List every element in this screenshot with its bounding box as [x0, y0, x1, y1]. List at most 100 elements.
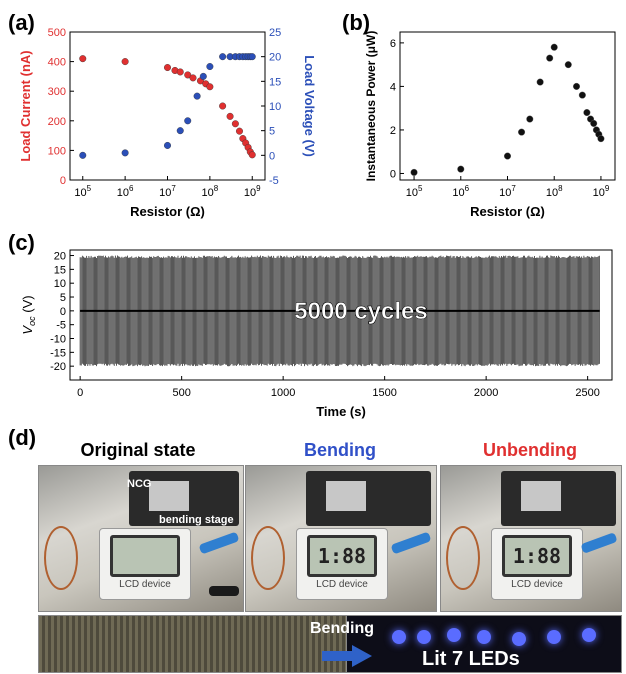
load-current-point — [189, 74, 197, 82]
y-tick-label: 0 — [390, 168, 396, 180]
load-voltage-point — [121, 149, 129, 157]
panel-label-c: (c) — [8, 230, 35, 255]
power-point — [590, 119, 598, 127]
y-axis-label: Voc (V) — [20, 295, 37, 334]
power-point — [573, 82, 581, 90]
load-current-point — [226, 112, 234, 120]
ncg-film-shape — [521, 481, 561, 511]
coil-shape — [446, 526, 480, 590]
y-right-tick-label: 20 — [269, 52, 281, 64]
load-voltage-point — [206, 63, 214, 71]
load-voltage-point — [163, 141, 171, 149]
x-tick-label: 2000 — [474, 387, 498, 399]
lcd-device-body: LCD device — [99, 528, 191, 600]
bending-arrow-label: Bending — [310, 620, 374, 637]
panel-label-b: (b) — [342, 10, 371, 35]
power-point — [597, 135, 605, 143]
panel-label-a: (a) — [8, 10, 35, 35]
x-tick-label: 0 — [77, 387, 83, 399]
load-voltage-point — [79, 151, 87, 159]
chart-b-instantaneous-power: 105 106 107 108 109 0 2 4 6 Resistor (Ω) Instantan… — [364, 31, 616, 219]
power-point — [546, 54, 554, 62]
x-tick-label: 108 — [202, 184, 219, 199]
load-current-point — [184, 71, 192, 79]
lit-leds-label: Lit 7 LEDs — [422, 648, 520, 670]
blue-tube-shape — [580, 532, 618, 554]
power-point — [564, 61, 572, 69]
caption-bending: Bending — [304, 440, 376, 460]
photo-bending: 1:88 LCD device — [245, 465, 437, 612]
y-tick-label: 15 — [54, 264, 66, 276]
lcd-screen — [110, 535, 180, 577]
x-tick-label: 109 — [593, 184, 610, 199]
led-glow-7 — [582, 628, 596, 642]
y-tick-label: 6 — [390, 38, 396, 50]
lcd-device-body: 1:88 LCD device — [491, 528, 583, 600]
lcd-device-label: LCD device — [511, 579, 563, 590]
y-tick-label: 10 — [54, 278, 66, 290]
y-right-tick-label: 15 — [269, 76, 281, 88]
x-tick-label: 1500 — [372, 387, 396, 399]
load-voltage-point — [193, 92, 201, 100]
power-point — [536, 78, 544, 86]
y-tick-label: 5 — [60, 292, 66, 304]
ncg-device-shape — [306, 471, 431, 526]
lcd-device-label: LCD device — [316, 579, 368, 590]
x-tick-label: 107 — [499, 184, 516, 199]
y-right-tick-label: 5 — [269, 126, 275, 138]
power-point — [578, 91, 586, 99]
load-current-point — [248, 151, 256, 159]
x-tick-label: 106 — [117, 184, 134, 199]
power-point — [526, 115, 534, 123]
y-left-axis-label: Load Current (nA) — [18, 50, 33, 161]
photo-original-state: NCG bending stage LCD device — [38, 465, 244, 612]
y-axis-label: Instantaneous Power (μW) — [364, 31, 378, 182]
x-axis-label: Time (s) — [316, 404, 366, 419]
y-left-tick-label: 200 — [48, 116, 66, 128]
x-tick-label: 107 — [159, 184, 176, 199]
clip-shape — [209, 586, 239, 596]
y-tick-label: 2 — [390, 125, 396, 137]
power-point — [583, 109, 591, 117]
blue-tube-shape — [390, 531, 432, 555]
led-glow-4 — [477, 630, 491, 644]
y-tick-label: 0 — [60, 306, 66, 318]
lcd-device-body: 1:88 LCD device — [296, 528, 388, 600]
led-glow-3 — [447, 628, 461, 642]
power-point — [550, 43, 558, 51]
y-right-tick-label: -5 — [269, 175, 279, 187]
y-tick-label: 4 — [390, 81, 396, 93]
load-current-point — [176, 68, 184, 76]
panel-label-d: (d) — [8, 425, 37, 450]
y-left-tick-label: 500 — [48, 27, 66, 39]
load-voltage-point — [184, 117, 192, 125]
x-axis-label: Resistor (Ω) — [130, 204, 205, 219]
chart-title-cycles: 5000 cycles — [294, 298, 427, 325]
lcd-device-label: LCD device — [119, 579, 171, 590]
y-right-tick-label: 0 — [269, 150, 275, 162]
chart-a-load-current-voltage: 105 106 107 108 109 0 100 200 300 400 500 -5 0 5 10 15 2… — [18, 27, 317, 219]
led-glow-5 — [512, 632, 526, 646]
x-tick-label: 105 — [74, 184, 91, 199]
y-right-axis-label: Load Voltage (V) — [302, 55, 317, 157]
load-current-point — [79, 55, 87, 63]
load-voltage-point — [248, 53, 256, 61]
led-glow-2 — [417, 630, 431, 644]
power-point — [518, 128, 526, 136]
coil-shape — [251, 526, 285, 590]
load-voltage-point — [219, 53, 227, 61]
load-current-point — [235, 127, 243, 135]
caption-unbending: Unbending — [483, 440, 577, 460]
led-glow-1 — [392, 630, 406, 644]
y-left-tick-label: 400 — [48, 57, 66, 69]
overlay-ncg: NCG — [127, 478, 152, 490]
y-left-tick-label: 300 — [48, 86, 66, 98]
lcd-screen: 1:88 — [307, 535, 377, 577]
x-tick-label: 109 — [244, 184, 261, 199]
coil-shape — [44, 526, 78, 590]
load-voltage-point — [199, 72, 207, 80]
load-current-point — [121, 58, 129, 66]
power-point — [503, 152, 511, 160]
load-current-point — [219, 102, 227, 110]
blue-tube-shape — [198, 531, 240, 555]
